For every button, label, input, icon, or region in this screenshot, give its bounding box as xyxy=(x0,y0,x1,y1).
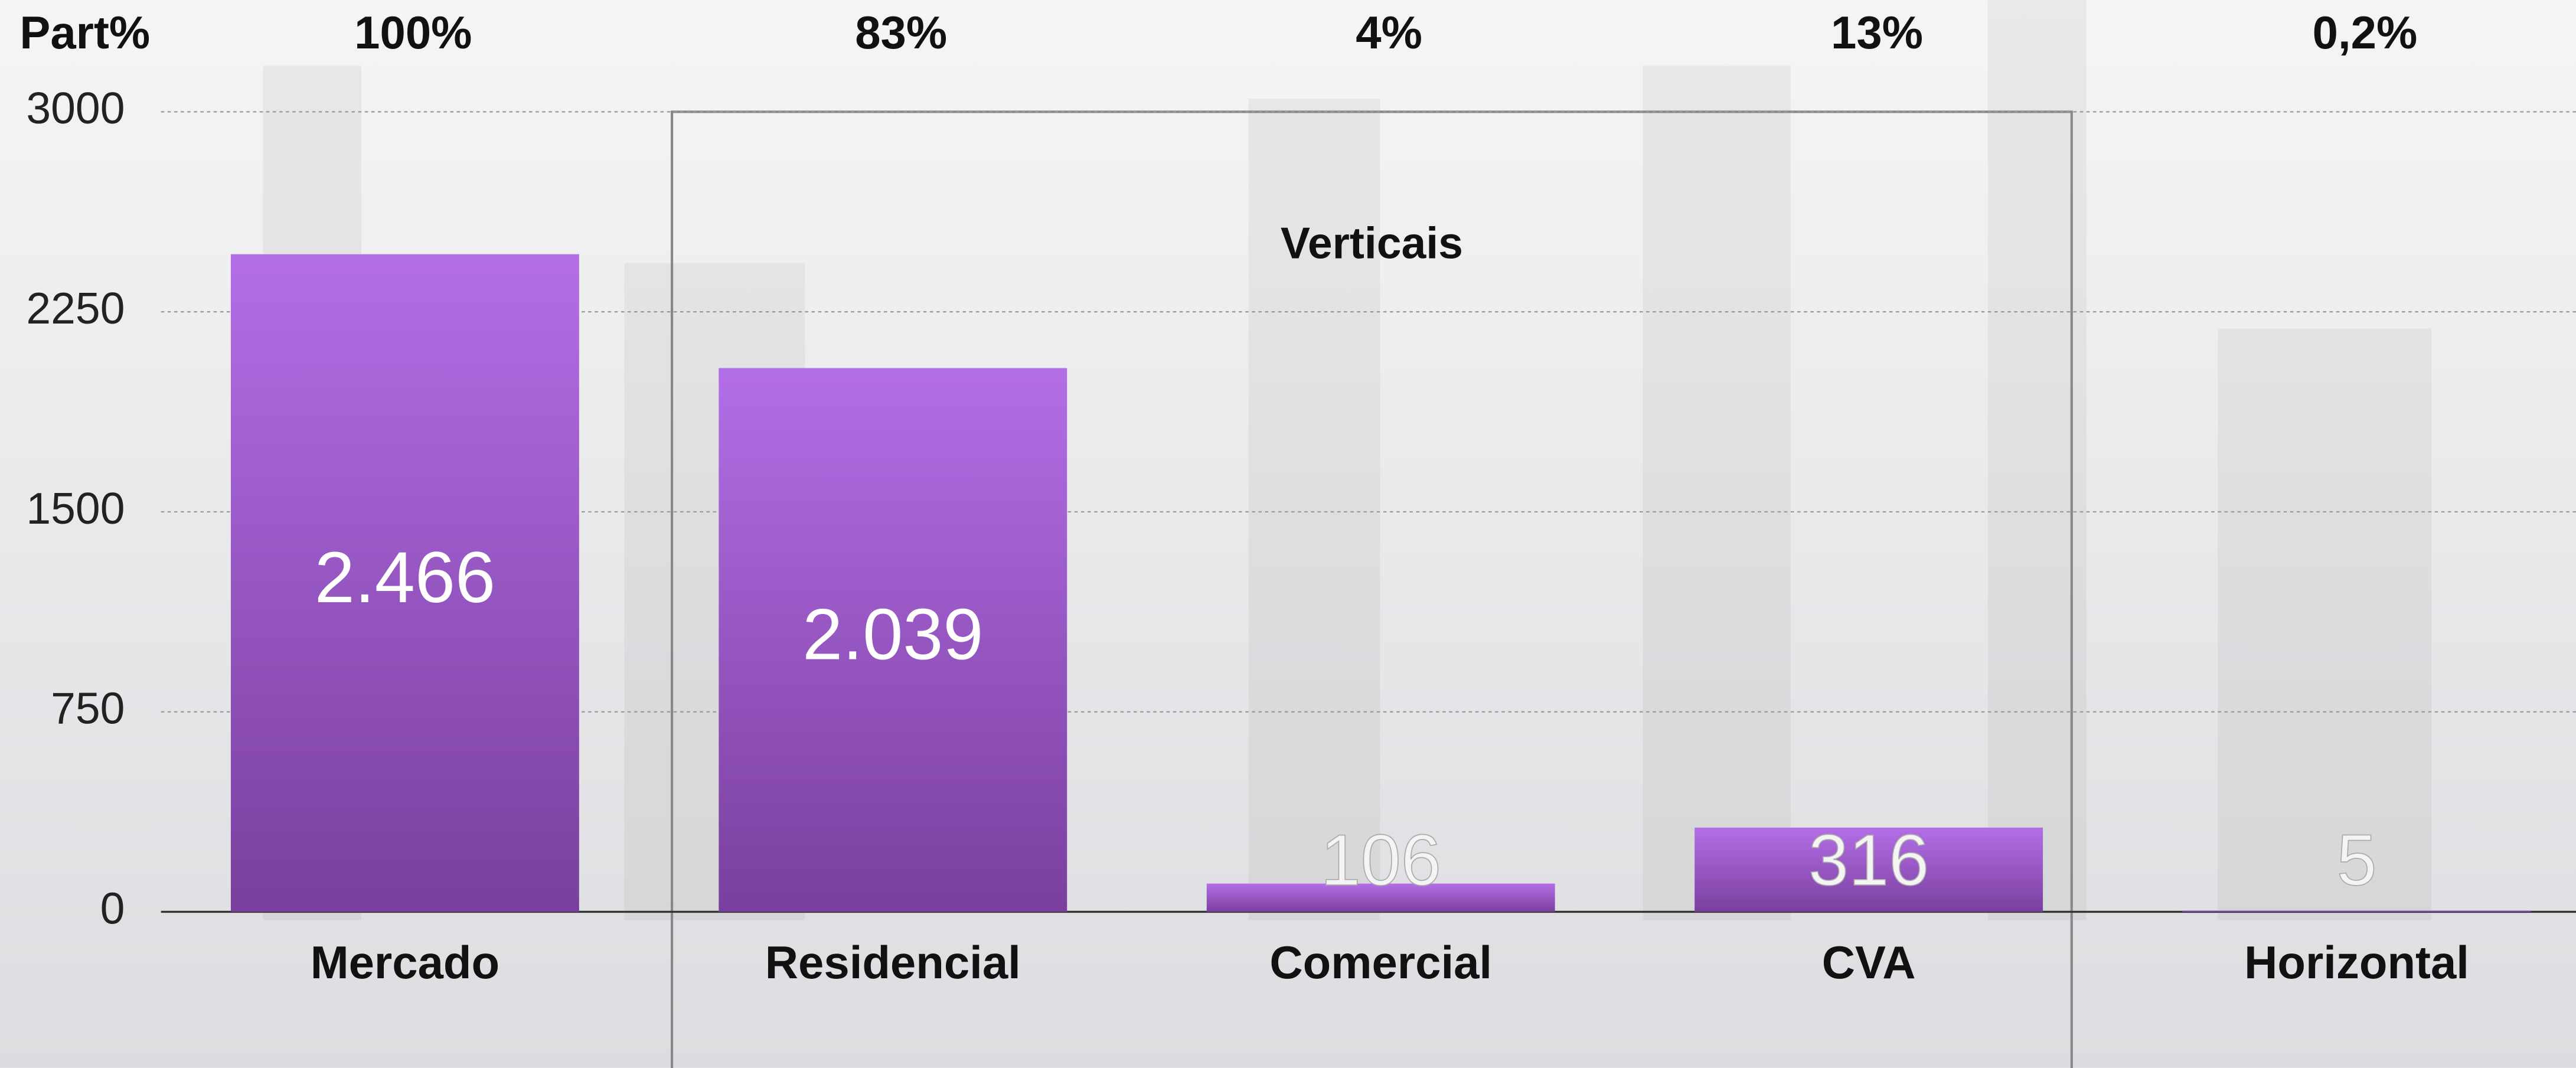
value-label: 316 xyxy=(1808,819,1929,900)
x-tick-label: Residencial xyxy=(765,936,1021,988)
bar xyxy=(1695,827,2043,912)
x-tick-label: CVA xyxy=(1822,936,1916,988)
y-tick-label: 750 xyxy=(51,684,125,733)
group-label: Verticais xyxy=(1281,218,1463,267)
value-label: 2.039 xyxy=(802,593,983,674)
share-label: 4% xyxy=(1356,6,1422,58)
bar xyxy=(2182,910,2531,912)
share-header: Part% xyxy=(19,6,150,58)
bar xyxy=(719,368,1067,912)
share-label: 13% xyxy=(1831,6,1923,58)
y-tick-label: 0 xyxy=(100,883,125,933)
skyline xyxy=(263,0,2432,920)
y-tick-label: 2250 xyxy=(26,283,125,333)
share-label: 83% xyxy=(855,6,947,58)
x-tick-label: Comercial xyxy=(1269,936,1492,988)
y-tick-label: 3000 xyxy=(26,83,125,133)
value-label: 2.466 xyxy=(315,537,495,618)
bar xyxy=(230,254,579,912)
y-tick-label: 1500 xyxy=(26,484,125,533)
share-label: 0,2% xyxy=(2313,6,2418,58)
share-label: 100% xyxy=(354,6,472,58)
bar xyxy=(1206,883,1555,912)
x-tick-label: Horizontal xyxy=(2244,936,2469,988)
x-tick-label: Mercado xyxy=(311,936,499,988)
value-label: 106 xyxy=(1321,819,1441,900)
value-label: 5 xyxy=(2336,819,2376,900)
